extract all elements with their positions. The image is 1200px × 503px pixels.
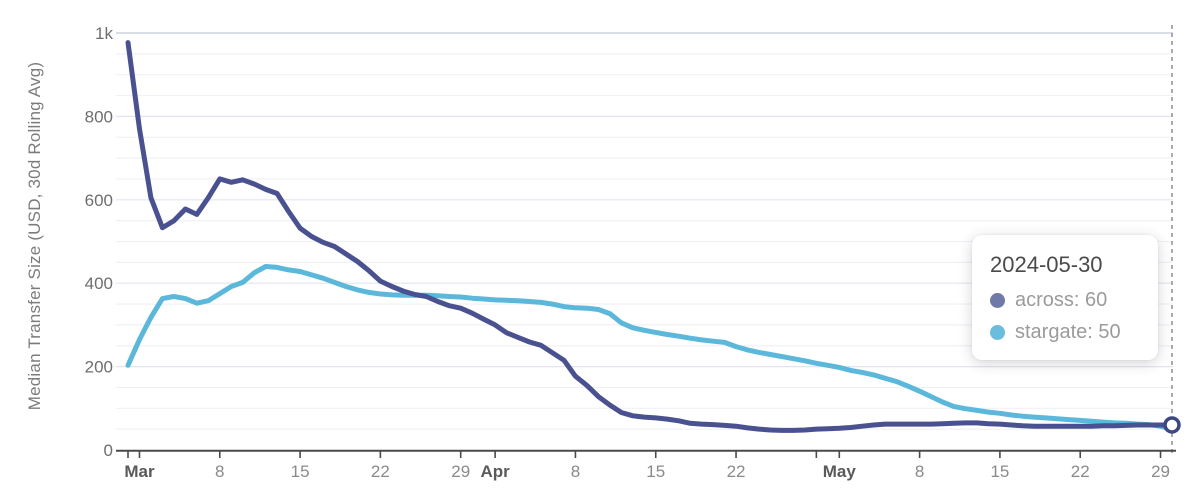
x-tick-label: 29	[1151, 462, 1170, 481]
x-tick-label: 22	[1071, 462, 1090, 481]
tooltip-label-across: across: 60	[1015, 289, 1108, 311]
tooltip: 2024-05-30 across: 60 stargate: 50	[972, 235, 1158, 360]
x-tick-label: 22	[371, 462, 390, 481]
y-tick-label: 0	[104, 441, 113, 460]
across-legend-dot	[990, 293, 1005, 308]
x-tick-label: 8	[215, 462, 224, 481]
tooltip-date: 2024-05-30	[990, 252, 1103, 277]
x-tick-label: Mar	[124, 462, 155, 481]
y-tick-label: 400	[85, 274, 113, 293]
stargate-legend-dot	[990, 325, 1005, 340]
stargate-line	[125, 264, 1175, 432]
tooltip-label-stargate: stargate: 50	[1015, 321, 1121, 343]
y-tick-label: 600	[85, 191, 113, 210]
x-tick-label: 8	[571, 462, 580, 481]
x-tick-label: 29	[451, 462, 470, 481]
x-tick-label: 15	[990, 462, 1009, 481]
x-tick-label: 8	[915, 462, 924, 481]
y-tick-label: 1k	[95, 24, 113, 43]
x-tick-label: 15	[291, 462, 310, 481]
x-tick-label: 22	[727, 462, 746, 481]
y-axis-title: Median Transfer Size (USD, 30d Rolling A…	[25, 61, 44, 411]
x-tick-label: May	[823, 462, 857, 481]
x-tick-label: Apr	[480, 462, 510, 481]
y-tick-label: 800	[85, 107, 113, 126]
tooltip-row-across: across: 60	[990, 289, 1140, 312]
endpoint-marker	[1163, 416, 1181, 434]
x-tick-label: 15	[646, 462, 665, 481]
y-tick-label: 200	[85, 358, 113, 377]
across-line	[125, 40, 1175, 433]
tooltip-row-stargate: stargate: 50	[990, 321, 1140, 344]
